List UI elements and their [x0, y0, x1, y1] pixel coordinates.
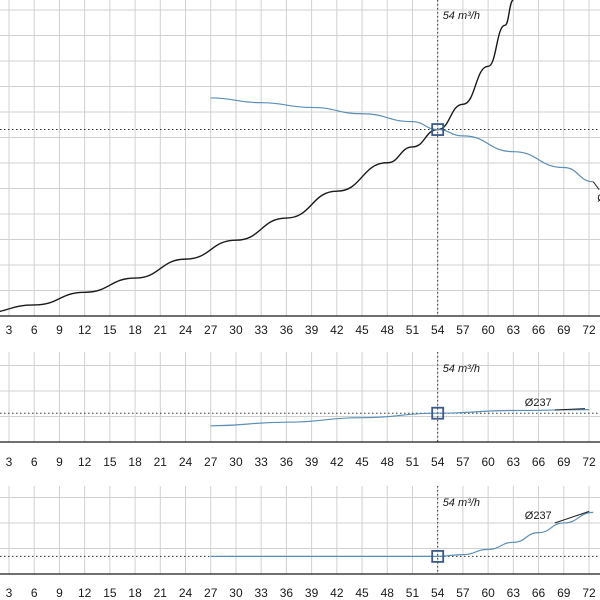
- x-tick-label: 18: [128, 586, 142, 600]
- x-tick-label: 54: [431, 323, 445, 337]
- x-tick-label: 15: [103, 323, 117, 337]
- x-tick-label: 72: [582, 455, 596, 469]
- x-tick-label: 69: [557, 586, 571, 600]
- x-tick-label: 57: [456, 586, 470, 600]
- x-tick-label: 72: [582, 586, 596, 600]
- x-tick-label: 15: [103, 455, 117, 469]
- x-tick-label: 60: [481, 323, 495, 337]
- chart-panel-2: 3 6 9 12 15 18 21 24 27 30 33 36 39 42 45 48 51 54 57 60 63 6…: [0, 352, 600, 469]
- x-tick-label: 60: [481, 586, 495, 600]
- x-tick-label: 69: [557, 323, 571, 337]
- x-tick-label: 3: [6, 455, 13, 469]
- x-tick-label: 51: [406, 455, 420, 469]
- x-tick-label: 24: [179, 586, 193, 600]
- x-tick-label: 48: [381, 323, 395, 337]
- x-tick-label: 12: [78, 586, 92, 600]
- x-tick-label: 24: [179, 455, 193, 469]
- chart-panel-3: 3 6 9 12 15 18 21 24 27 30 33 36 39 42 45 48 51 54 57 60 63 6…: [0, 486, 600, 600]
- x-tick-label: 63: [507, 586, 521, 600]
- x-tick-label: 54: [431, 455, 445, 469]
- x-tick-label: 39: [305, 323, 319, 337]
- x-tick-label: 45: [355, 455, 369, 469]
- x-tick-label: 66: [532, 455, 546, 469]
- diameter-label-leader: [554, 408, 586, 411]
- diameter-label: Ø237: [525, 397, 552, 409]
- duty-flow-label: 54 m³/h: [443, 363, 480, 375]
- x-tick-label: 36: [280, 455, 294, 469]
- x-tick-label: 27: [204, 586, 218, 600]
- x-tick-label: 24: [179, 323, 193, 337]
- x-tick-label: 72: [582, 323, 596, 337]
- x-tick-label: 45: [355, 323, 369, 337]
- x-tick-label: 18: [128, 323, 142, 337]
- x-tick-label: 66: [532, 323, 546, 337]
- x-tick-label: 48: [381, 455, 395, 469]
- x-tick-label: 39: [305, 455, 319, 469]
- chart-panel-1: 3 6 9 12 15 18 21 24 27 30 33 36 39 42 45 48 51 54 57 60 63 6…: [0, 0, 600, 337]
- x-tick-label: 12: [78, 323, 92, 337]
- x-tick-label: 6: [31, 455, 38, 469]
- x-tick-label: 9: [56, 323, 63, 337]
- system-curve: [0, 0, 515, 313]
- x-tick-label: 39: [305, 586, 319, 600]
- x-tick-label: 63: [507, 455, 521, 469]
- duty-point-marker: [431, 550, 445, 563]
- x-tick-label: 12: [78, 455, 92, 469]
- x-tick-label: 6: [31, 323, 38, 337]
- x-tick-label: 15: [103, 586, 117, 600]
- duty-flow-label: 54 m³/h: [443, 497, 480, 509]
- duty-flow-label: 54 m³/h: [443, 10, 480, 22]
- x-tick-label: 9: [56, 586, 63, 600]
- x-tick-label: 42: [330, 455, 344, 469]
- x-tick-label: 42: [330, 586, 344, 600]
- x-tick-label: 66: [532, 586, 546, 600]
- diameter-label: Ø237: [525, 510, 552, 522]
- diameter-label-leader: [554, 510, 590, 524]
- x-tick-label: 27: [204, 455, 218, 469]
- x-tick-label: 3: [6, 586, 13, 600]
- x-tick-label: 21: [154, 323, 168, 337]
- x-tick-label: 51: [406, 586, 420, 600]
- x-tick-label: 21: [154, 586, 168, 600]
- x-tick-label: 45: [355, 586, 369, 600]
- x-tick-label: 57: [456, 455, 470, 469]
- x-tick-label: 48: [381, 586, 395, 600]
- x-tick-label: 42: [330, 323, 344, 337]
- x-tick-label: 6: [31, 586, 38, 600]
- x-tick-label: 33: [254, 455, 268, 469]
- x-tick-label: 69: [557, 455, 571, 469]
- pump-curve: [210, 511, 594, 558]
- x-tick-label: 63: [507, 323, 521, 337]
- x-tick-label: 36: [280, 586, 294, 600]
- x-tick-label: 9: [56, 455, 63, 469]
- x-tick-label: 54: [431, 586, 445, 600]
- x-tick-label: 51: [406, 323, 420, 337]
- x-tick-label: 33: [254, 586, 268, 600]
- x-tick-label: 21: [154, 455, 168, 469]
- pump-curve: [210, 409, 590, 427]
- x-tick-label: 27: [204, 323, 218, 337]
- x-tick-label: 30: [229, 455, 243, 469]
- diameter-label-leader: [592, 181, 600, 190]
- x-tick-label: 30: [229, 586, 243, 600]
- x-tick-label: 57: [456, 323, 470, 337]
- x-tick-label: 33: [254, 323, 268, 337]
- x-tick-label: 18: [128, 455, 142, 469]
- diameter-label: Ø: [597, 193, 600, 205]
- x-tick-label: 36: [280, 323, 294, 337]
- duty-point-marker: [431, 123, 445, 136]
- duty-point-marker: [431, 406, 445, 420]
- x-tick-label: 60: [481, 455, 495, 469]
- x-tick-label: 3: [6, 323, 13, 337]
- x-tick-label: 30: [229, 323, 243, 337]
- pump-curve: [210, 97, 594, 183]
